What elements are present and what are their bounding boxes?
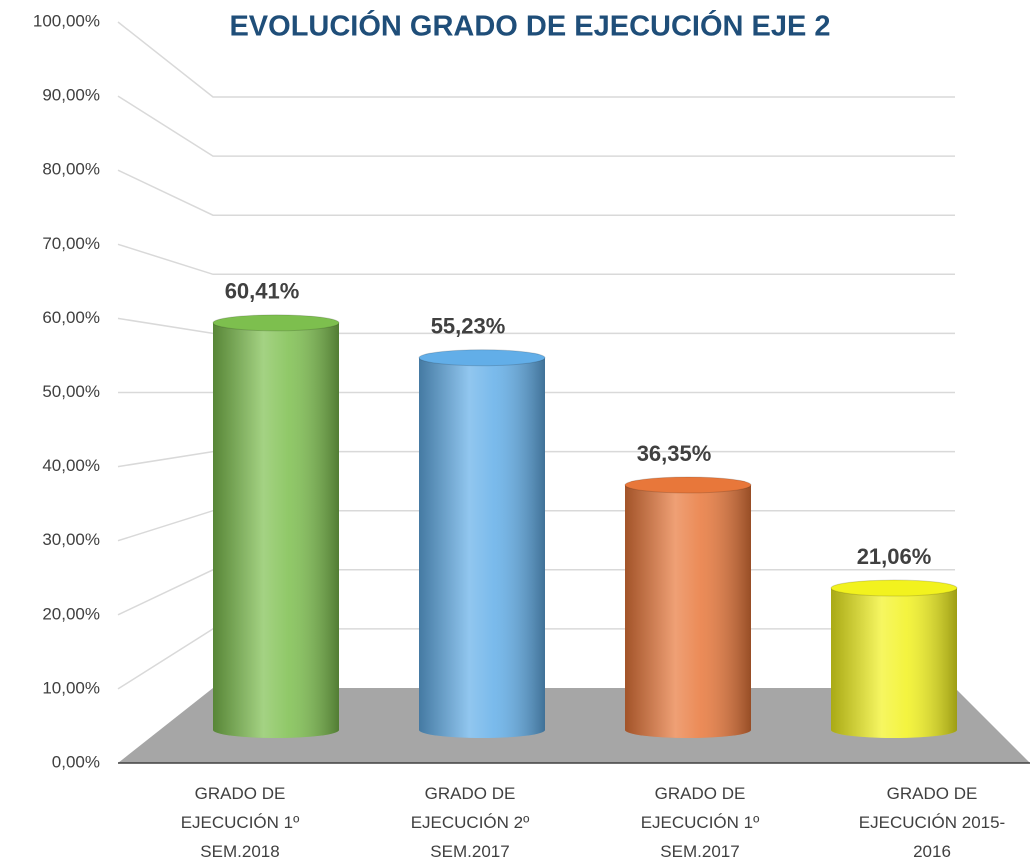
bar-body-shade (831, 588, 957, 730)
data-label: 21,06% (857, 544, 932, 569)
bar-top (418, 349, 546, 367)
y-tick-label: 30,00% (42, 530, 100, 549)
y-tick-label: 20,00% (42, 604, 100, 623)
grid-line (117, 21, 955, 98)
bar-top (212, 314, 340, 332)
y-tick-label: 40,00% (42, 456, 100, 475)
x-tick-label: GRADO DE EJECUCIÓN 1º SEM.2018 (180, 784, 300, 861)
y-tick-label: 0,00% (52, 752, 100, 771)
y-tick-label: 80,00% (42, 160, 100, 179)
bar-body-shade (419, 357, 545, 730)
bar-top (624, 476, 752, 494)
y-tick-label: 60,00% (42, 308, 100, 327)
bar (212, 314, 340, 738)
floor (118, 688, 1030, 763)
x-tick-label: GRADO DE EJECUCIÓN 1º SEM.2017 (640, 784, 760, 861)
y-tick-label: 90,00% (42, 86, 100, 105)
y-tick-label: 10,00% (42, 678, 100, 697)
bar-top (830, 579, 958, 597)
data-label: 60,41% (225, 279, 300, 304)
y-tick-label: 50,00% (42, 382, 100, 401)
grid-line (117, 169, 955, 216)
bar (830, 579, 958, 738)
bar-body-shade (625, 485, 751, 730)
bar-body-shade (213, 322, 339, 730)
x-tick-label: GRADO DE EJECUCIÓN 2015-2016 (858, 784, 1006, 861)
grid-line (117, 243, 955, 276)
bar (418, 349, 546, 738)
y-tick-label: 100,00% (33, 11, 100, 30)
y-tick-label: 70,00% (42, 234, 100, 253)
x-tick-label: GRADO DE EJECUCIÓN 2º SEM.2017 (410, 784, 530, 861)
chart-title: EVOLUCIÓN GRADO DE EJECUCIÓN EJE 2 (229, 9, 830, 43)
grid-line (117, 95, 955, 157)
data-label: 55,23% (431, 314, 506, 339)
bar (624, 476, 752, 738)
data-label: 36,35% (637, 441, 712, 466)
